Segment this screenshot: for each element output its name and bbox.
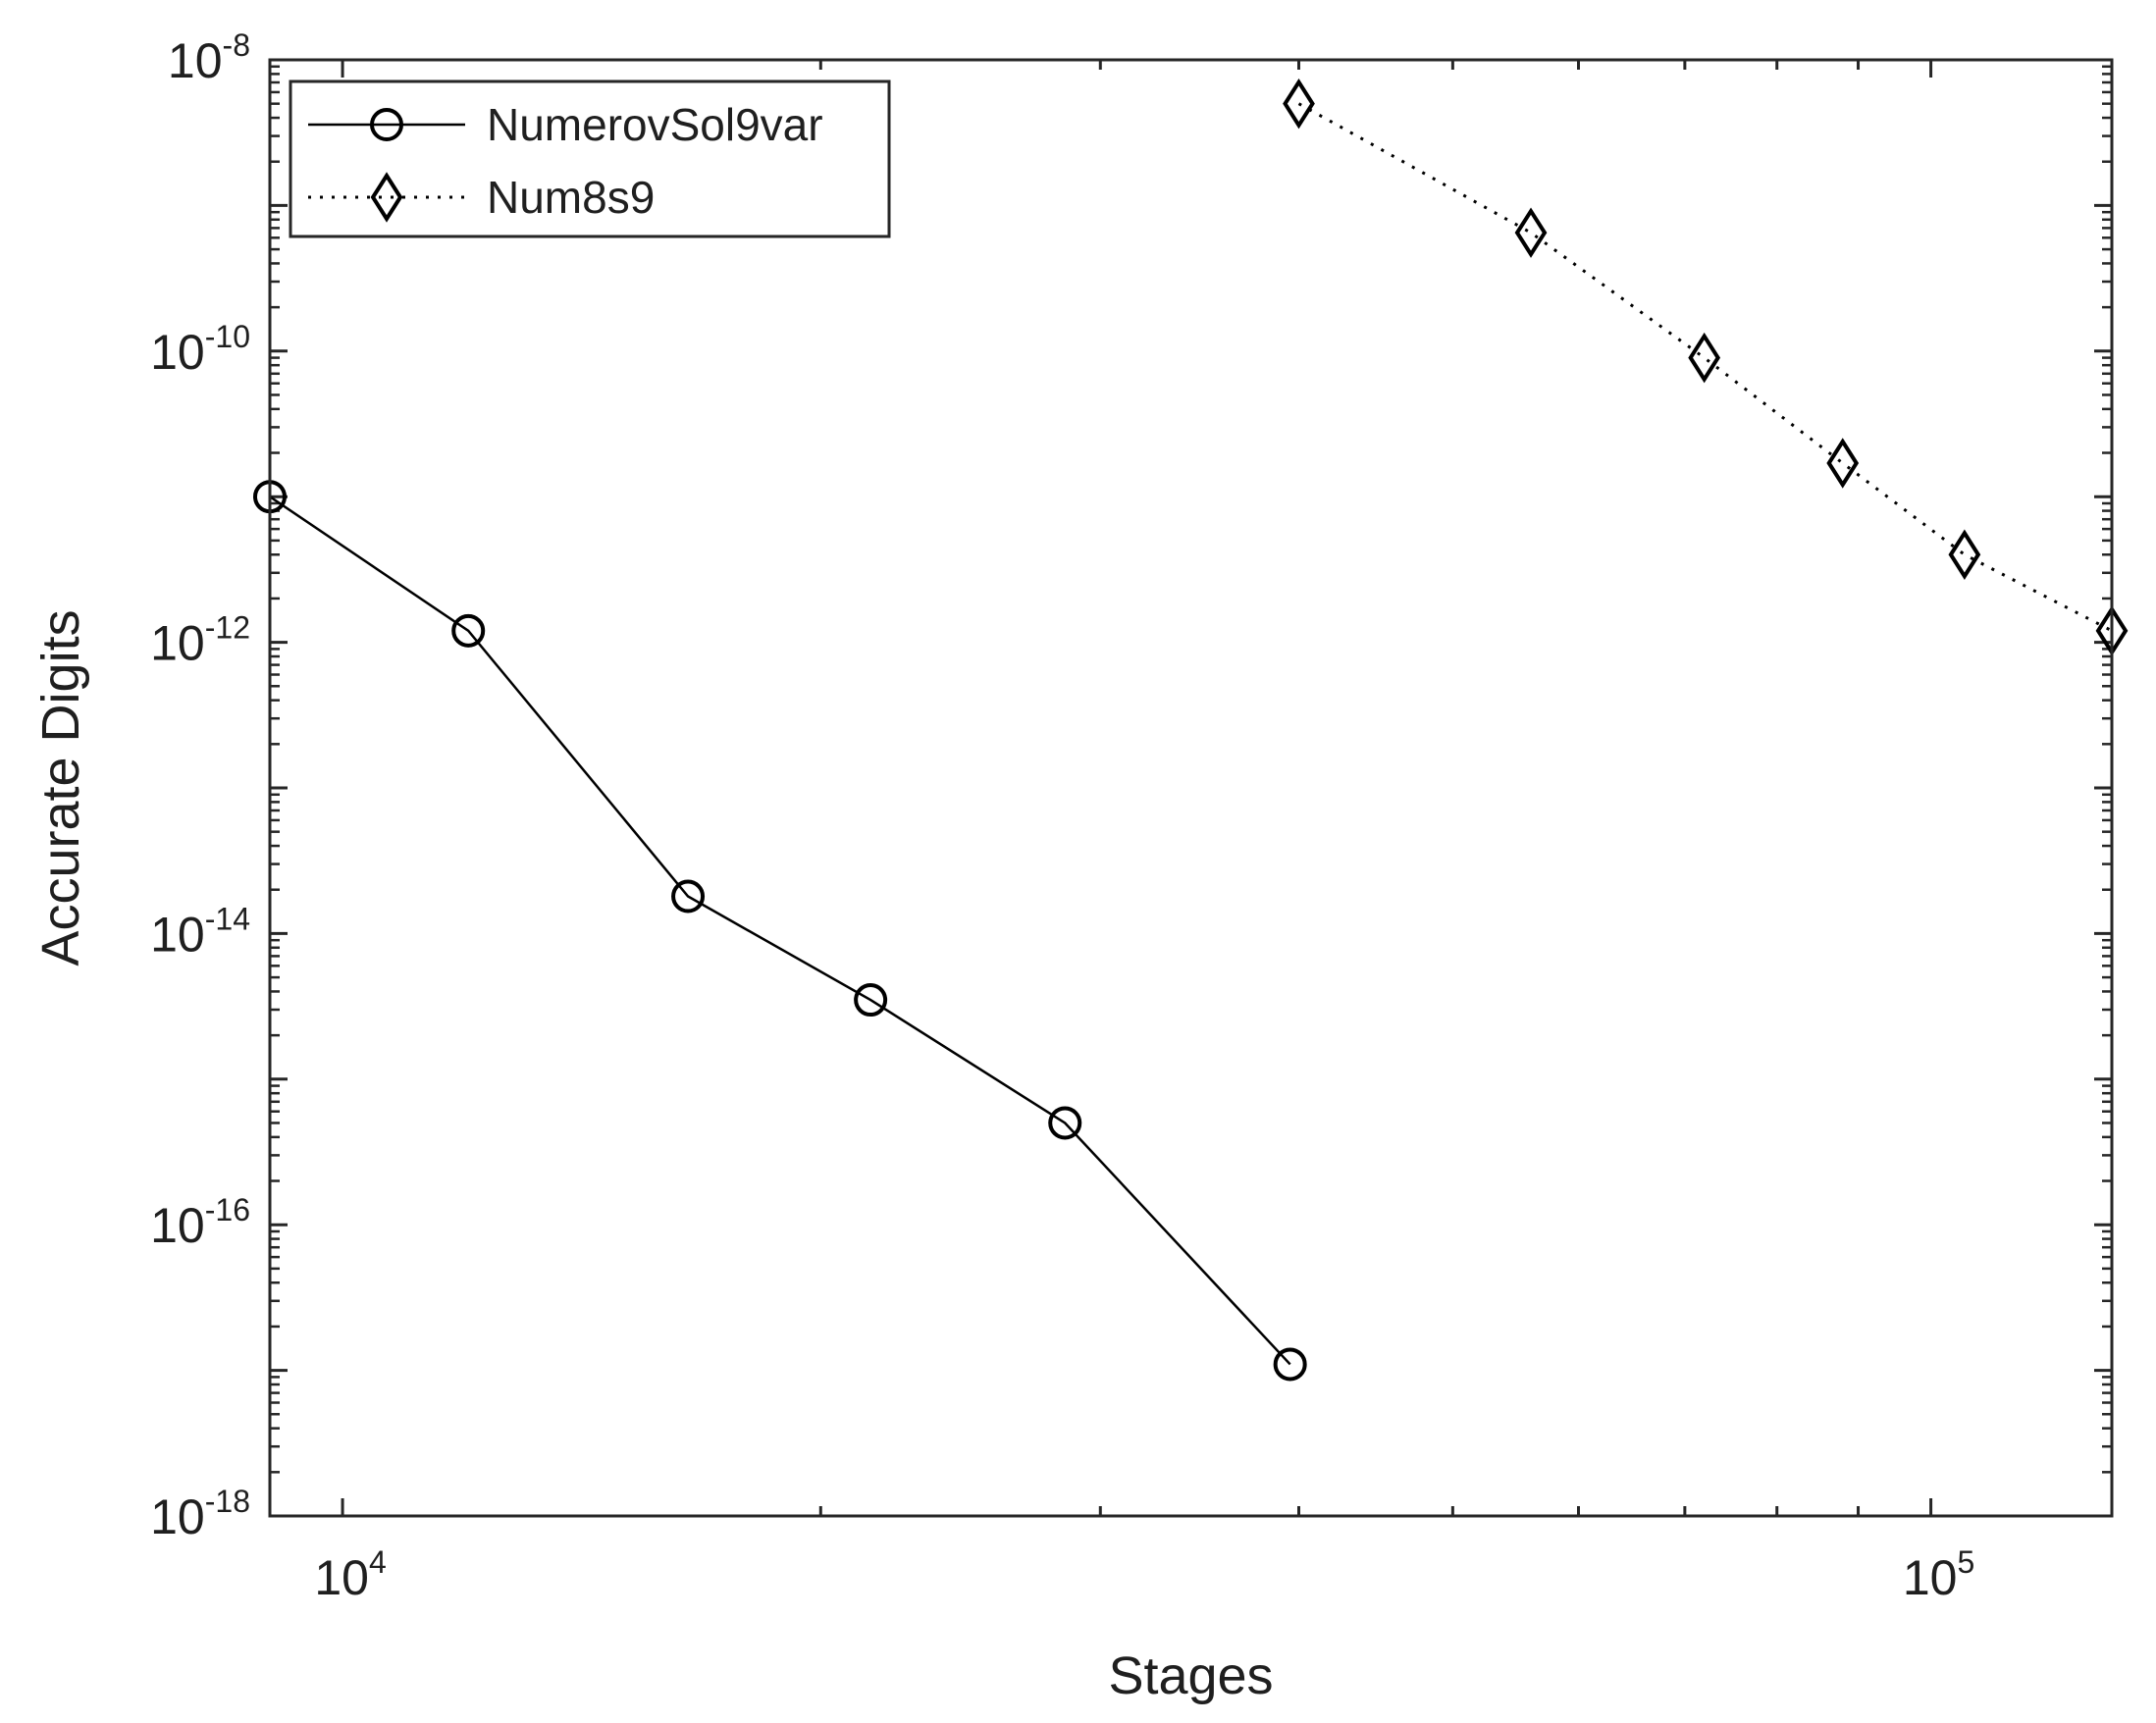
x-tick-label: 105 [1903, 1544, 1974, 1605]
data-point-circle [1273, 1347, 1307, 1382]
y-axis-label: Accurate Digits [31, 609, 90, 966]
series-line-numerovsol9var [269, 496, 1291, 1366]
y-tick-label: 10-10 [150, 319, 250, 380]
data-point-diamond [1514, 207, 1548, 258]
data-point-circle [671, 879, 706, 914]
y-tick-exponent: -8 [223, 27, 250, 63]
y-tick-label: 10-14 [150, 901, 250, 962]
y-tick-exponent: -16 [205, 1192, 250, 1227]
data-point-circle [451, 613, 486, 648]
x-tick-base: 10 [1903, 1550, 1958, 1605]
legend-circle-icon [370, 108, 403, 141]
y-tick-label: 10-18 [150, 1484, 250, 1544]
y-tick-exponent: -18 [205, 1484, 250, 1519]
x-axis-label: Stages [1108, 1646, 1273, 1705]
legend: NumerovSol9var Num8s9 [289, 79, 891, 238]
y-tick-label: 10-12 [150, 610, 250, 671]
legend-label-num8s9: Num8s9 [487, 172, 655, 223]
series-line-num8s9 [1297, 102, 2113, 633]
legend-marker-circle [370, 108, 403, 141]
series-lines [269, 102, 2113, 1366]
y-tick-exponent: -10 [205, 319, 250, 354]
y-tick-base: 10 [150, 1489, 205, 1544]
y-tick-base: 10 [168, 33, 223, 88]
y-tick-exponent: -14 [205, 901, 250, 936]
data-point-diamond [1826, 438, 1860, 489]
y-tick-exponent: -12 [205, 610, 250, 646]
legend-diamond-icon [370, 172, 403, 223]
data-point-circle [1048, 1106, 1082, 1140]
y-tick-base: 10 [150, 907, 205, 962]
axis-ticks [268, 58, 2112, 1518]
y-tick-label: 10-16 [150, 1192, 250, 1253]
series-markers [253, 78, 2129, 1382]
y-tick-base: 10 [150, 1198, 205, 1253]
legend-label-numerovsol9var: NumerovSol9var [487, 99, 823, 150]
data-point-diamond [1948, 529, 1981, 580]
legend-marker-diamond [370, 172, 403, 223]
plot-area-frame [268, 58, 2114, 1518]
x-tick-exponent: 5 [1957, 1544, 1974, 1580]
y-tick-base: 10 [150, 616, 205, 671]
data-point-diamond [1283, 78, 1315, 130]
data-point-circle [854, 983, 888, 1018]
y-tick-label: 10-8 [168, 27, 250, 88]
x-tick-exponent: 4 [369, 1544, 387, 1580]
x-tick-label: 104 [314, 1544, 386, 1605]
data-point-diamond [1688, 332, 1721, 384]
y-tick-base: 10 [150, 325, 205, 380]
x-tick-base: 10 [314, 1550, 369, 1605]
